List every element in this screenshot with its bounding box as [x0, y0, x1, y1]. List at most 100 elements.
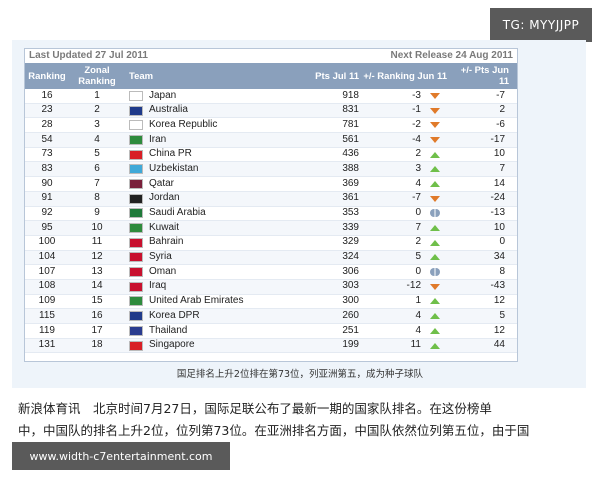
- team-name: Singapore: [149, 339, 195, 351]
- cell-team: Kuwait: [125, 221, 299, 235]
- arrow-up-icon: [430, 225, 440, 232]
- cell-pts: 561: [342, 133, 359, 145]
- cell-team: Saudi Arabia: [125, 207, 299, 221]
- cell-team: Uzbekistan: [125, 162, 299, 176]
- header-pts: Pts Jul 11: [315, 70, 359, 82]
- cell-pts-change: 12: [493, 295, 505, 307]
- cell-pts-change: 0: [499, 236, 505, 248]
- cell-ranking: 92: [41, 207, 53, 218]
- cell-team: Qatar: [125, 177, 299, 191]
- cell-zonal: 16: [91, 309, 103, 321]
- cell-pts-change: 34: [493, 251, 505, 263]
- cell-zonal: 15: [91, 295, 103, 307]
- flag-icon: [129, 149, 143, 160]
- table-row: 131 18 Singapore 199 11 44: [25, 338, 517, 354]
- flag-icon: [129, 178, 143, 189]
- flag-icon: [129, 296, 143, 307]
- cell-trend: [423, 236, 447, 250]
- team-name: Korea Republic: [149, 118, 218, 130]
- cell-trend: [423, 89, 447, 103]
- cell-ranking: 54: [41, 133, 53, 145]
- cell-pts-change: -7: [496, 89, 505, 101]
- cell-ranking: 95: [41, 221, 53, 233]
- arrow-down-icon: [430, 283, 440, 290]
- arrow-down-icon: [430, 195, 440, 202]
- cell-zonal: 12: [91, 251, 103, 263]
- cell-trend: [423, 295, 447, 309]
- cell-team: Singapore: [125, 339, 299, 353]
- cell-rank-change: 0: [415, 207, 421, 218]
- cell-zonal: 8: [94, 192, 100, 204]
- team-name: Saudi Arabia: [149, 207, 206, 218]
- team-name: Iran: [149, 133, 167, 145]
- cell-trend: [423, 104, 447, 118]
- cell-ranking: 109: [38, 295, 56, 307]
- arrow-up-icon: [430, 151, 440, 158]
- cell-pts-change: -24: [490, 192, 505, 204]
- flag-icon: [129, 208, 143, 219]
- cell-trend: [423, 207, 447, 221]
- arrow-up-icon: [430, 254, 440, 261]
- team-name: Korea DPR: [149, 309, 200, 321]
- cell-ranking: 104: [38, 251, 56, 263]
- header-zonal: Zonal Ranking: [78, 65, 116, 87]
- cell-pts-change: 8: [499, 265, 505, 277]
- cell-pts: 369: [342, 177, 359, 189]
- cell-rank-change: -7: [412, 192, 421, 204]
- cell-pts: 361: [342, 192, 359, 204]
- team-name: Uzbekistan: [149, 162, 199, 174]
- cell-rank-change: 4: [415, 309, 421, 321]
- cell-trend: [423, 118, 447, 132]
- cell-trend: [423, 265, 447, 279]
- table-body: 16 1 Japan 918 -3 -7 23 2 Australia 831 -1 2 28 3 Kore…: [25, 89, 517, 354]
- cell-rank-change: 3: [415, 162, 421, 174]
- watermark-bottom: www.width-c7entertainment.com: [12, 442, 230, 470]
- cell-zonal: 13: [91, 265, 103, 277]
- image-caption: 国足排名上升2位排在第73位，列亚洲第五，成为种子球队: [176, 369, 424, 380]
- cell-team: Korea DPR: [125, 309, 299, 323]
- cell-rank-change: -4: [412, 133, 421, 145]
- header-team: Team: [129, 70, 154, 82]
- cell-trend: [423, 162, 447, 176]
- table-topbar: Last Updated 27 Jul 2011 Next Release 24…: [25, 49, 517, 63]
- cell-ranking: 107: [38, 265, 56, 277]
- team-name: China PR: [149, 148, 192, 160]
- cell-team: Iran: [125, 133, 299, 147]
- team-name: Australia: [149, 104, 188, 116]
- cell-pts: 388: [342, 162, 359, 174]
- cell-rank-change: -12: [406, 280, 421, 292]
- flag-icon: [129, 193, 143, 204]
- cell-pts: 260: [342, 309, 359, 321]
- table-row: 115 16 Korea DPR 260 4 5: [25, 309, 517, 324]
- table-row: 73 5 China PR 436 2 10: [25, 148, 517, 163]
- last-updated: Last Updated 27 Jul 2011: [29, 50, 148, 61]
- arrow-up-icon: [430, 313, 440, 320]
- table-row: 16 1 Japan 918 -3 -7: [25, 89, 517, 104]
- flag-icon: [129, 105, 143, 116]
- arrow-up-icon: [430, 298, 440, 305]
- flag-icon: [129, 223, 143, 234]
- cell-pts: 831: [342, 104, 359, 116]
- cell-zonal: 2: [94, 104, 100, 116]
- cell-pts-change: -13: [490, 207, 505, 218]
- no-change-icon: [430, 209, 440, 218]
- table-row: 23 2 Australia 831 -1 2: [25, 103, 517, 119]
- watermark-top: TG: MYYJJPP: [490, 8, 592, 42]
- cell-ranking: 108: [38, 280, 56, 292]
- team-name: Japan: [149, 89, 177, 101]
- cell-ranking: 119: [39, 324, 55, 336]
- table-row: 83 6 Uzbekistan 388 3 7: [25, 162, 517, 178]
- team-name: Oman: [149, 265, 177, 277]
- cell-pts: 436: [342, 148, 359, 160]
- header-change: +/- Ranking Jun 11: [363, 70, 447, 82]
- cell-trend: [423, 148, 447, 162]
- arrow-down-icon: [430, 136, 440, 143]
- cell-pts: 329: [342, 236, 359, 248]
- cell-trend: [423, 339, 447, 353]
- cell-zonal: 11: [91, 236, 103, 248]
- team-name: Kuwait: [149, 221, 180, 233]
- cell-zonal: 4: [94, 133, 100, 145]
- cell-ranking: 73: [41, 148, 53, 160]
- cell-pts: 199: [342, 339, 359, 351]
- table-row: 90 7 Qatar 369 4 14: [25, 177, 517, 192]
